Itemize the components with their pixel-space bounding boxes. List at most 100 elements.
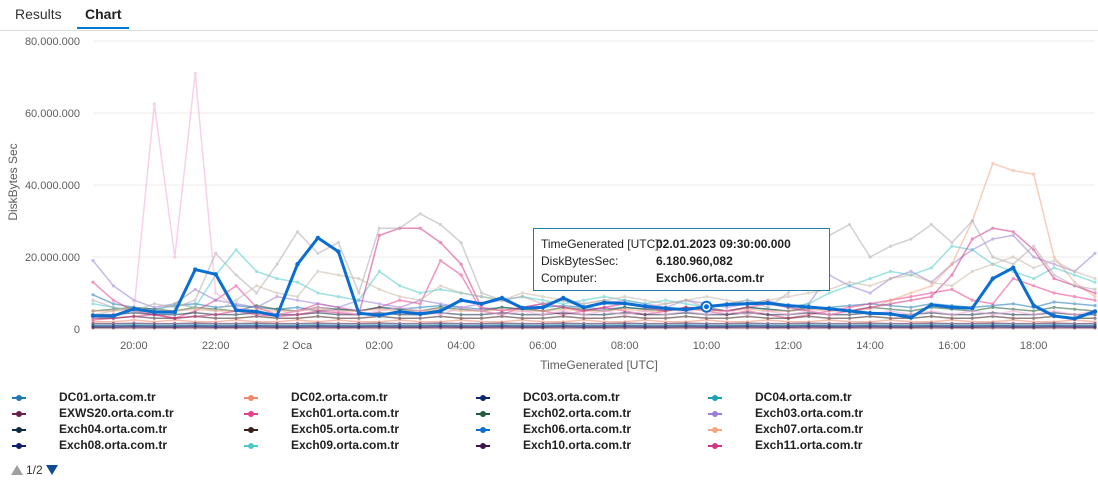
data-point [439, 241, 443, 245]
data-point [357, 316, 361, 320]
data-point [111, 305, 115, 309]
data-point [275, 322, 279, 326]
data-point [991, 313, 995, 317]
data-point [398, 313, 402, 317]
data-point [132, 314, 136, 318]
data-point [602, 305, 606, 309]
y-tick-label: 40.000.000 [25, 180, 80, 192]
series-Exch05.orta.com.tr[interactable] [91, 314, 1097, 320]
data-point [316, 305, 320, 309]
legend-label: Exch09.orta.com.tr [291, 438, 400, 452]
data-point [991, 324, 995, 328]
data-point [398, 226, 402, 230]
data-point [602, 309, 606, 313]
data-point [786, 316, 790, 320]
data-point [152, 102, 156, 106]
hovered-point-dot [703, 304, 709, 310]
legend-label: EXWS20.orta.com.tr [59, 406, 174, 420]
data-point [295, 324, 300, 328]
legend-marker [248, 411, 254, 417]
data-point [582, 324, 586, 328]
legend-marker [480, 443, 486, 449]
data-point [316, 324, 320, 328]
data-point [950, 284, 954, 288]
data-point [909, 298, 913, 302]
data-point [255, 284, 259, 288]
data-point [909, 273, 913, 277]
legend-label: Exch05.orta.com.tr [291, 422, 400, 436]
data-point [1051, 313, 1057, 319]
data-point [214, 313, 218, 317]
data-point [1011, 230, 1015, 234]
data-point [377, 287, 381, 291]
data-point [929, 291, 934, 295]
data-point [602, 313, 606, 317]
data-point [786, 322, 790, 326]
data-point [91, 298, 95, 302]
data-point [724, 302, 730, 307]
data-point [275, 291, 279, 295]
data-point [356, 311, 361, 316]
data-point [786, 309, 790, 313]
legend-marker [16, 443, 22, 449]
data-point [214, 291, 218, 295]
data-point [1052, 305, 1056, 309]
data-point [602, 316, 606, 320]
series-Exch08.orta.com.tr[interactable] [91, 324, 1097, 328]
data-point [765, 300, 770, 306]
data-point [459, 309, 463, 313]
data-point [1052, 259, 1056, 263]
legend-label: Exch08.orta.com.tr [59, 438, 168, 452]
data-point [848, 316, 852, 320]
data-point [909, 295, 913, 299]
data-point [541, 298, 545, 302]
legend-marker [480, 395, 486, 401]
data-point [704, 295, 709, 299]
data-point [888, 298, 893, 302]
series-line [92, 236, 1096, 321]
data-point [1032, 322, 1036, 326]
data-point [418, 324, 422, 328]
data-point [275, 295, 279, 299]
data-point [90, 313, 96, 318]
data-point [173, 255, 177, 259]
data-point [275, 262, 279, 266]
data-point [582, 302, 586, 306]
data-point [623, 313, 627, 317]
pager-up-icon[interactable] [11, 465, 23, 475]
data-point [500, 321, 504, 325]
data-point [398, 316, 402, 320]
data-point [111, 313, 116, 319]
data-point [848, 305, 852, 309]
legend-marker [248, 395, 254, 401]
data-point [888, 309, 893, 313]
legend-marker [248, 427, 254, 433]
data-point [111, 298, 115, 302]
series-Exch06.orta.com.tr[interactable] [90, 235, 1098, 321]
data-point [316, 302, 320, 306]
data-point [111, 284, 115, 288]
data-point [499, 295, 505, 301]
data-point [909, 322, 913, 326]
data-point [234, 298, 238, 302]
series-Exch10.orta.com.tr[interactable] [91, 321, 1097, 326]
data-point [439, 223, 443, 227]
tab-chart[interactable]: Chart [85, 6, 122, 22]
legend-marker [248, 443, 254, 449]
data-point [1011, 233, 1015, 237]
data-point [929, 309, 934, 313]
data-point [213, 272, 218, 277]
series-unnamed[interactable] [91, 255, 1097, 317]
data-point [684, 302, 688, 306]
data-point [1052, 309, 1056, 313]
data-point [786, 303, 791, 308]
tab-results[interactable]: Results [15, 6, 62, 22]
data-point [950, 287, 954, 291]
data-point [663, 306, 668, 311]
pager-down-icon[interactable] [45, 465, 58, 475]
data-point [459, 241, 463, 245]
data-point [908, 315, 914, 320]
data-point [193, 314, 197, 318]
data-point [377, 226, 381, 230]
series-DC02.orta.com.tr[interactable] [91, 318, 1097, 324]
